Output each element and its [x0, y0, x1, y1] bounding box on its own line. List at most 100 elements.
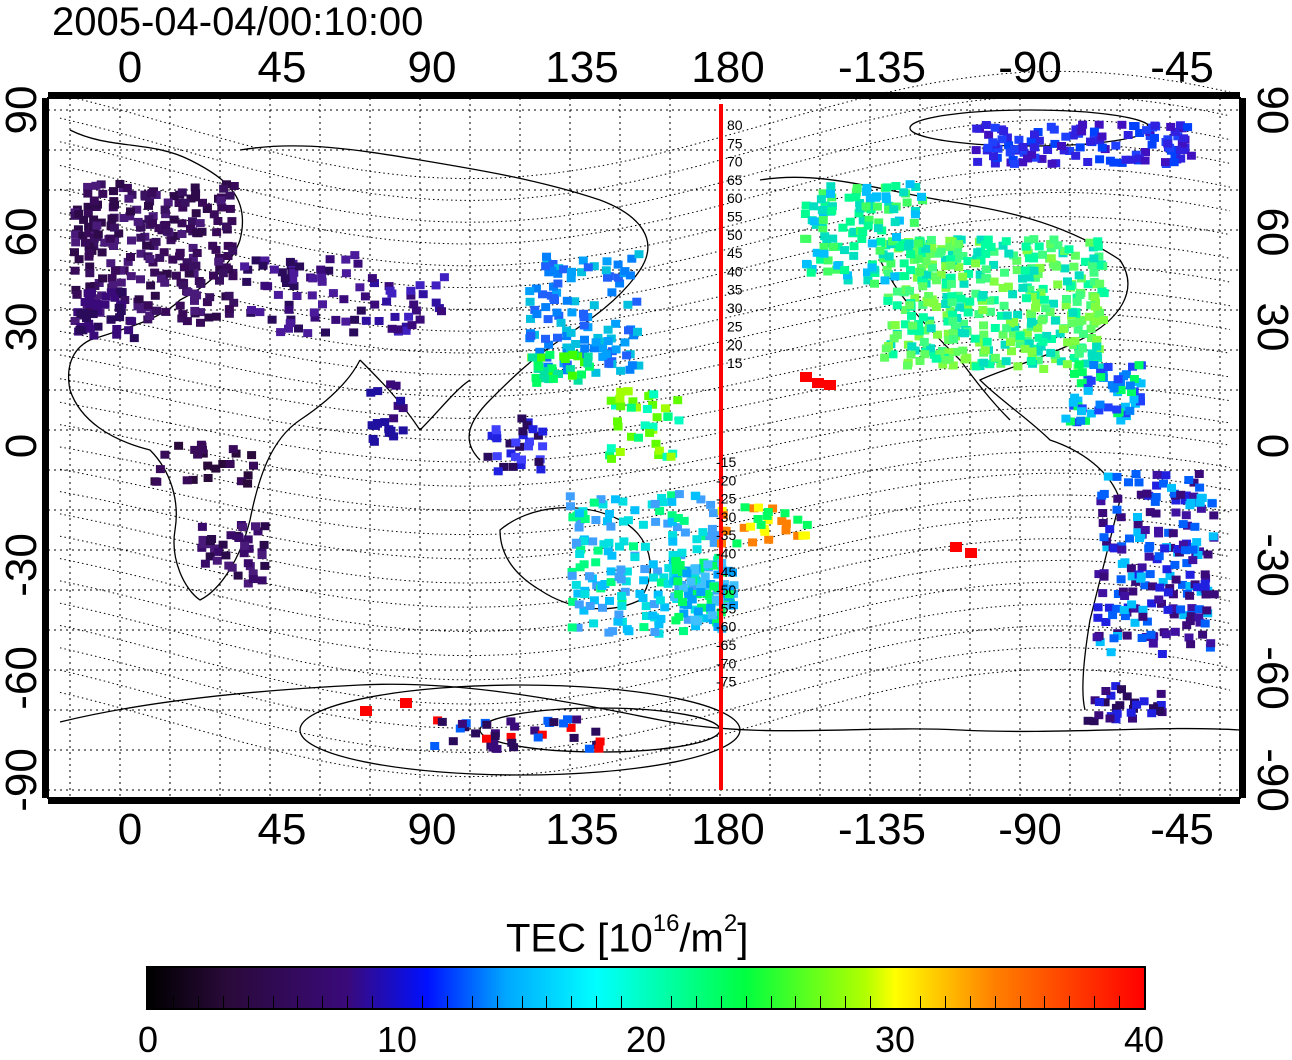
- meridian-label: 50: [727, 227, 743, 243]
- tec-cell: [671, 565, 681, 574]
- tec-cell: [1090, 293, 1100, 302]
- tec-cell: [260, 561, 270, 570]
- tec-cell: [98, 274, 108, 283]
- tec-cell: [339, 295, 349, 304]
- tec-cell: [191, 261, 201, 270]
- tec-cell: [598, 500, 608, 509]
- tec-cell: [1128, 362, 1137, 371]
- tec-cell: [888, 350, 898, 359]
- tec-cell: [1112, 505, 1122, 514]
- tec-cell: [528, 425, 538, 434]
- tec-cell: [136, 249, 146, 258]
- tec-cell: [145, 312, 155, 320]
- tec-cell: [980, 240, 990, 249]
- tec-cell: [559, 265, 569, 274]
- tec-cell: [1119, 372, 1128, 381]
- tec-cell: [212, 556, 222, 565]
- tec-cell: [660, 404, 670, 413]
- tec-cell: [626, 403, 636, 412]
- tec-cell: [491, 425, 501, 434]
- tec-cell: [920, 326, 930, 335]
- tec-cell: [880, 276, 890, 285]
- tec-cell: [1150, 133, 1159, 142]
- tec-cell: [907, 342, 917, 351]
- tec-cell: [871, 193, 880, 202]
- tec-cell: [1105, 525, 1115, 534]
- tec-cell: [926, 344, 936, 353]
- tec-cell: [574, 523, 584, 532]
- tec-cell: [380, 418, 390, 427]
- tec-cell: [1184, 476, 1194, 484]
- colorbar-tick-label: 10: [376, 1019, 418, 1060]
- tec-cell: [418, 290, 428, 299]
- tec-cell: [1127, 155, 1136, 164]
- tec-cell: [654, 620, 664, 629]
- tec-cell: [712, 618, 722, 627]
- tec-cell: [1154, 595, 1164, 604]
- tec-cell: [324, 266, 334, 275]
- tec-cell: [981, 265, 991, 274]
- tec-cell: [905, 301, 915, 310]
- tec-cell: [526, 314, 535, 323]
- tec-cell: [367, 274, 377, 283]
- tec-cell: [567, 308, 577, 317]
- tec-cell: [593, 333, 603, 342]
- tec-cell: [982, 337, 992, 346]
- tec-cell: [833, 261, 843, 270]
- tec-cell: [205, 537, 215, 546]
- tec-cell: [341, 255, 351, 264]
- tec-cell: [673, 396, 683, 405]
- tec-cell: [615, 448, 625, 456]
- colorbar-minor-tick: [521, 996, 523, 1008]
- tec-cell: [1062, 360, 1072, 369]
- tec-cell: [1121, 155, 1131, 164]
- tec-cell: [1092, 633, 1102, 642]
- tec-cell: [913, 254, 923, 263]
- tec-cell: [946, 255, 955, 264]
- colorbar-minor-tick: [919, 996, 921, 1008]
- top-lon-tick: 45: [257, 43, 307, 92]
- tec-cell: [971, 146, 981, 155]
- tec-cell: [840, 246, 849, 255]
- tec-cell: [614, 610, 624, 619]
- tec-cell: [1124, 478, 1133, 487]
- tec-cell: [892, 301, 902, 310]
- tec-cell: [1195, 618, 1205, 627]
- tec-cell: [144, 201, 153, 210]
- colorbar-minor-tick: [421, 996, 423, 1008]
- tec-cell: [693, 607, 703, 616]
- tec-cell: [580, 335, 589, 344]
- tec-cell: [78, 326, 88, 335]
- tec-cell: [117, 288, 127, 297]
- tec-cell: [909, 218, 919, 227]
- tec-cell: [718, 511, 728, 519]
- tec-cell: [92, 221, 102, 230]
- tec-cell: [921, 257, 931, 266]
- tec-cell: [107, 214, 117, 223]
- colorbar-tick-label: 0: [137, 1019, 159, 1060]
- tec-cell: [152, 477, 162, 486]
- tec-cell: [398, 426, 408, 435]
- tec-cell: [696, 495, 706, 504]
- tec-cell: [147, 189, 157, 198]
- left-lat-tick: 30: [0, 302, 46, 352]
- tec-cell: [702, 590, 712, 598]
- tec-cell: [1023, 236, 1033, 245]
- tec-cell: [1083, 716, 1093, 725]
- bottom-lon-tick: -45: [1150, 805, 1214, 854]
- tec-cell: [93, 322, 103, 331]
- tec-cell: [533, 431, 543, 440]
- tec-cell: [706, 603, 716, 612]
- tec-cell: [976, 275, 985, 284]
- tec-cell: [223, 241, 233, 250]
- tec-cell: [1186, 640, 1196, 649]
- tec-cell: [1097, 143, 1107, 152]
- tec-cell: [91, 294, 101, 303]
- tec-cell: [802, 520, 812, 529]
- tec-cell: [1156, 701, 1166, 709]
- tec-cell: [186, 224, 195, 233]
- tec-cell: [1117, 545, 1127, 554]
- tec-cell: [549, 718, 559, 727]
- tec-cell: [579, 537, 589, 546]
- tec-cell: [341, 269, 351, 278]
